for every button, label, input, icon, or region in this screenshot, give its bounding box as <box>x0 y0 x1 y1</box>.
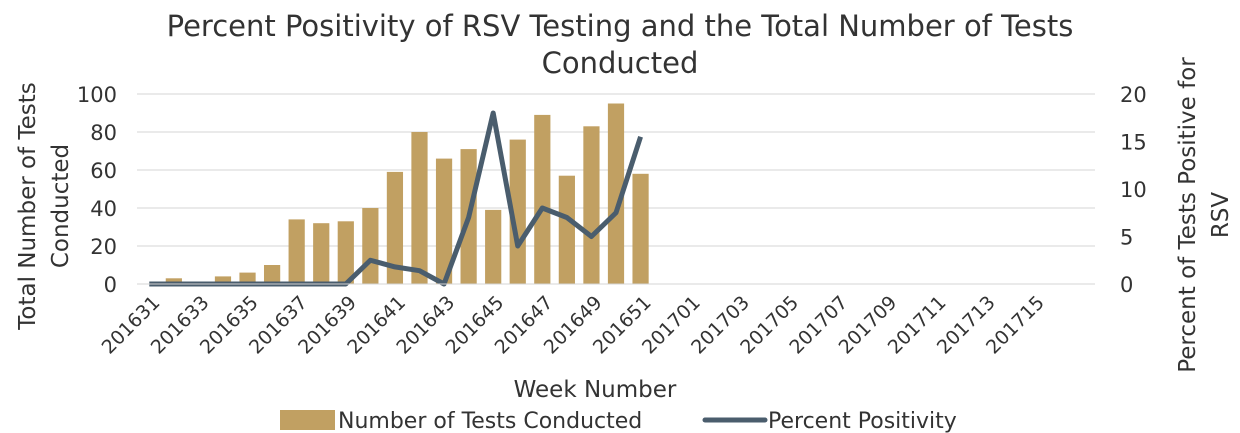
bar <box>583 126 600 284</box>
y2-tick-label: 20 <box>1120 83 1147 107</box>
bar <box>534 114 551 285</box>
bar <box>632 173 649 284</box>
bar <box>607 103 625 284</box>
bar <box>509 139 526 284</box>
y-tick-label: 100 <box>77 83 117 107</box>
bar <box>165 278 182 284</box>
y2-tick-label: 10 <box>1120 178 1147 202</box>
legend-label: Number of Tests Conducted <box>338 409 642 433</box>
bar <box>288 219 305 284</box>
y2-tick-label: 15 <box>1120 131 1147 155</box>
y2-tick-label: 0 <box>1120 273 1133 297</box>
y-tick-label: 20 <box>90 235 117 259</box>
y-tick-label: 60 <box>90 159 117 183</box>
bar <box>263 265 281 284</box>
bar <box>337 221 354 284</box>
y-tick-label: 40 <box>90 197 117 221</box>
bar <box>362 208 379 284</box>
bar <box>386 171 404 284</box>
y-tick-label: 80 <box>90 121 117 145</box>
bar <box>558 175 575 284</box>
chart-title: Percent Positivity of RSV Testing and th… <box>166 9 1074 80</box>
bar <box>239 272 256 284</box>
bar <box>435 158 453 284</box>
x-axis-title: Week Number <box>514 377 677 403</box>
bar <box>214 276 232 284</box>
bar <box>485 209 502 284</box>
y-tick-label: 0 <box>104 273 117 297</box>
bar <box>411 132 428 284</box>
legend-label: Percent Positivity <box>768 409 957 433</box>
bar <box>313 223 330 284</box>
y2-tick-label: 5 <box>1120 226 1133 250</box>
legend-swatch <box>280 410 335 430</box>
